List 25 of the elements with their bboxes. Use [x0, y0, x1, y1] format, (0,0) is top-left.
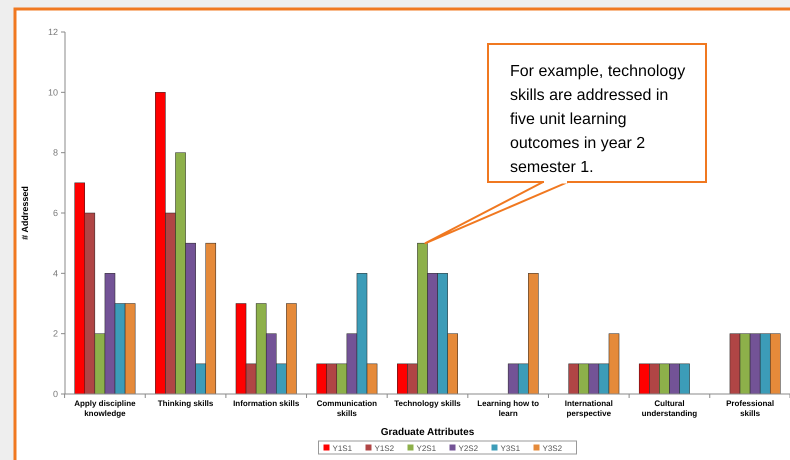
legend-label: Y1S2: [374, 444, 395, 453]
y-tick-label: 2: [52, 328, 58, 339]
legend-label: Y3S2: [542, 444, 563, 453]
x-tick-label: International perspective: [564, 399, 613, 418]
y-axis-title: # Addressed: [20, 186, 30, 240]
y-tick-label: 12: [48, 27, 58, 37]
x-tick-label: Apply discipline knowledge: [74, 399, 136, 418]
legend-label: Y2S2: [458, 444, 479, 453]
x-axis-title: Graduate Attributes: [380, 427, 475, 438]
x-tick-label: Learning how to learn: [477, 399, 540, 418]
y-tick-label: 8: [52, 148, 58, 158]
x-tick-label: Technology skills: [394, 399, 462, 408]
x-tick-label: Cultural understanding: [642, 399, 698, 418]
y-tick-label: 4: [52, 268, 58, 278]
annotation: For example, technology skills are addressed in five unit learning outcomes in year 2 semester 1.: [510, 63, 686, 176]
x-tick-label: Information skills: [233, 399, 300, 408]
legend-label: Y2S1: [416, 444, 437, 453]
y-tick-label: 10: [48, 87, 58, 98]
legend-label: Y1S1: [332, 444, 353, 453]
x-tick-label: Thinking skills: [158, 399, 214, 408]
y-tick-label: 6: [52, 208, 58, 218]
y-tick-label: 0: [52, 389, 58, 399]
x-tick-label: Professional skills: [726, 399, 774, 418]
legend-label: Y3S1: [500, 444, 521, 453]
x-tick-label: Communication skills: [316, 399, 378, 418]
